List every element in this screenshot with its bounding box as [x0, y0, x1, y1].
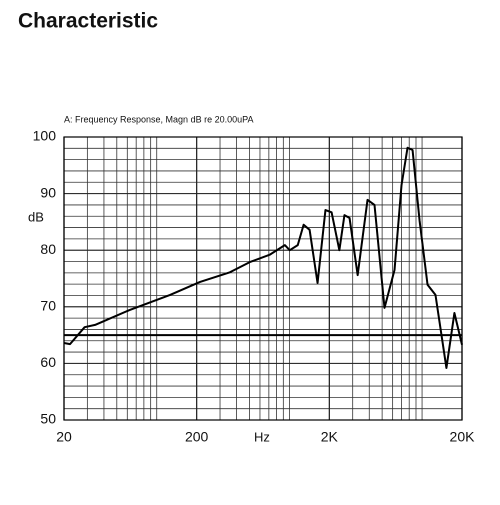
x-tick-label: 2K [321, 429, 339, 445]
y-tick-label: 70 [40, 298, 56, 314]
response-line [63, 146, 463, 369]
x-tick-label: 20K [450, 429, 476, 445]
y-tick-label: 100 [33, 128, 57, 144]
y-tick-label: 80 [40, 241, 56, 257]
x-axis-label: Hz [254, 429, 270, 444]
chart-title: Characteristic [18, 10, 158, 33]
y-tick-label: 90 [40, 184, 56, 200]
chart-subtitle: A: Frequency Response, Magn dB re 20.00u… [64, 114, 253, 124]
plot-frame [63, 136, 463, 421]
y-tick-label: 50 [40, 411, 56, 427]
x-tick-label: 20 [56, 429, 72, 445]
y-tick-label: 60 [40, 354, 56, 370]
y-axis-label: dB [28, 209, 44, 224]
x-tick-label: 200 [185, 429, 209, 445]
